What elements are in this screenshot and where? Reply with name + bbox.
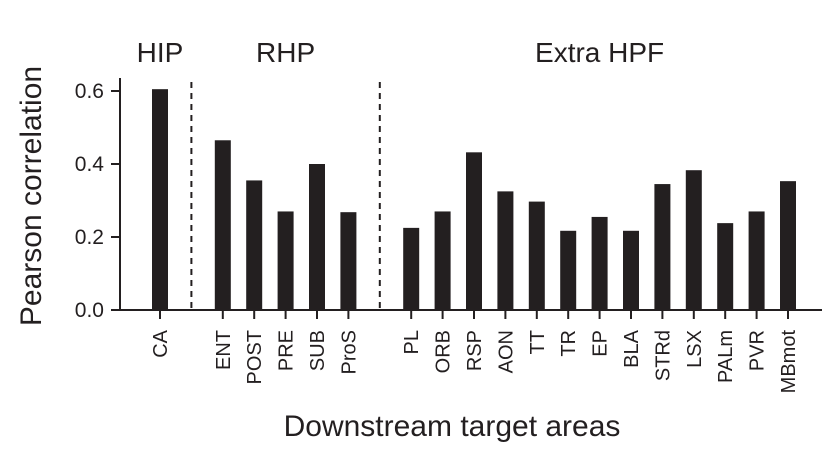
x-tick-label: PL [401,330,423,354]
x-tick-label: RSP [464,330,486,371]
x-tick-label: ProS [338,330,360,374]
bar-aon [497,191,514,310]
bar-lsx [685,170,702,310]
bar-rsp [466,152,482,310]
x-tick-label: BLA [621,329,643,367]
x-axis-title: Downstream target areas [284,410,621,443]
bar-ca [152,89,168,310]
y-tick-label: 0.6 [75,80,104,103]
y-tick-label: 0.0 [75,299,104,322]
bar-palm [717,223,734,310]
x-tick-label: POST [244,330,266,384]
y-axis-title: Pearson correlation [15,66,48,326]
bar-mbmot [780,181,796,310]
x-tick-label: PRE [276,330,298,371]
bar-ep [591,216,608,310]
x-tick-label: TR [558,330,580,357]
bar-tt [528,201,545,310]
y-tick-label: 0.4 [75,153,105,176]
group-label: Extra HPF [535,37,664,68]
bar-sub [309,164,325,310]
group-label: HIP [137,37,184,68]
bar-pl [403,227,420,310]
x-tick-label: EP [590,330,612,357]
bar-pros [340,212,357,310]
x-tick-label: MBmot [778,330,800,394]
x-tick-label: SUB [307,330,329,371]
x-tick-label: ENT [213,330,235,370]
bar-orb [434,211,451,310]
group-label: RHP [256,37,315,68]
x-tick-label: PALm [715,330,737,383]
x-tick-label: CA [150,329,172,357]
x-tick-label: AON [495,330,517,373]
x-tick-label: STRd [652,330,674,381]
bar-pre [277,211,294,310]
bar-bla [623,230,639,310]
bar-pvr [748,211,765,310]
bar-ent [214,140,231,310]
bar-tr [560,230,577,310]
x-tick-label: ORB [433,330,455,373]
y-tick-label: 0.2 [75,226,104,249]
x-tick-label: PVR [747,330,769,371]
bar-post [246,180,263,310]
x-tick-label: LSX [684,330,706,368]
bar-strd [654,184,671,310]
x-tick-label: TT [527,330,549,354]
